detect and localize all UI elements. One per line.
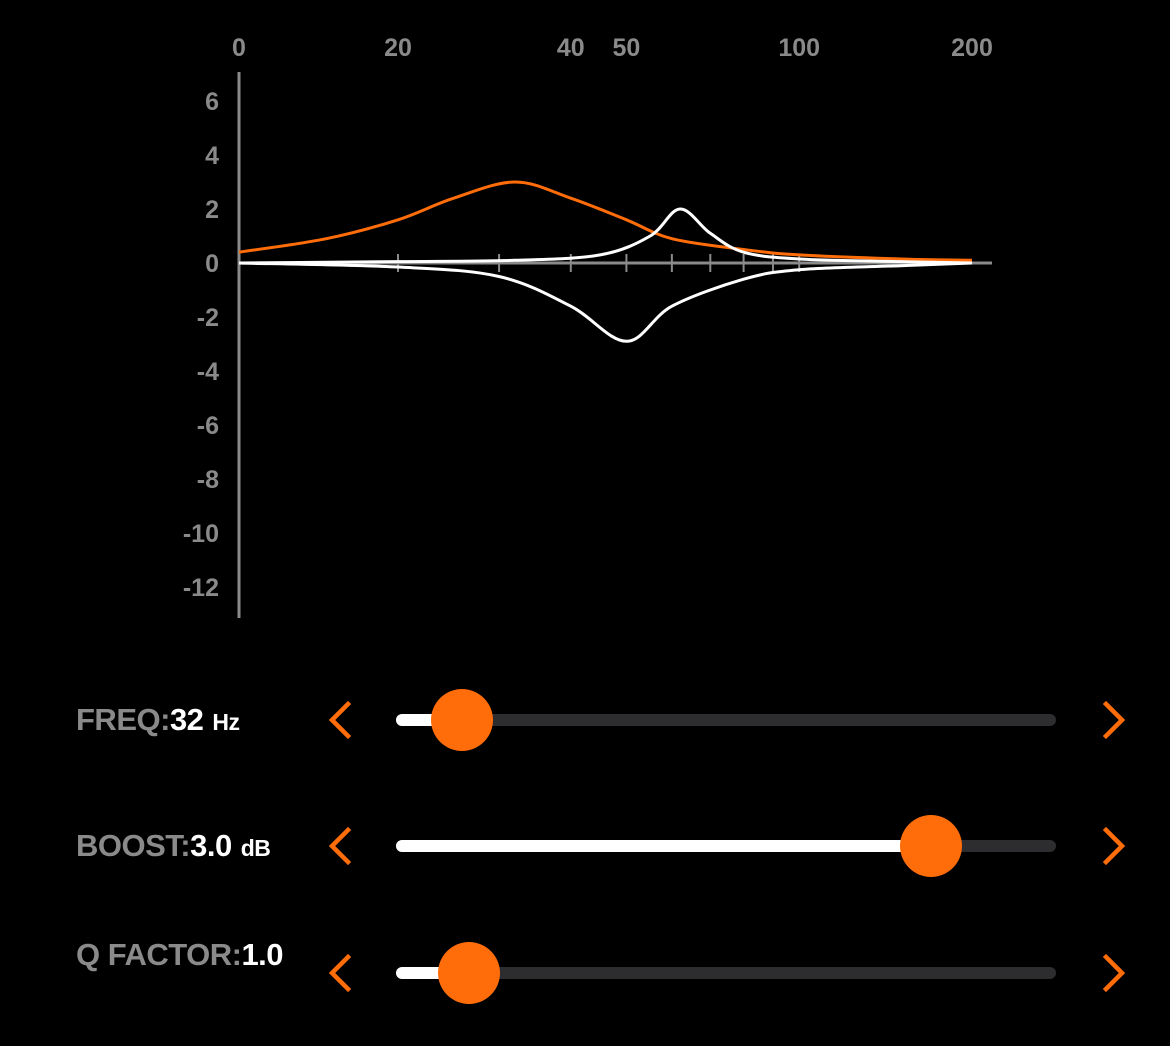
freq-increase-button[interactable]	[1092, 700, 1132, 740]
boost-slider-thumb[interactable]	[899, 815, 962, 877]
boost-control: BOOST:3.0 dB	[0, 806, 1170, 886]
q-factor-slider-thumb[interactable]	[437, 942, 500, 1004]
y-tick-label: 6	[205, 88, 219, 116]
q-factor-increase-button[interactable]	[1092, 953, 1132, 993]
y-tick-label: -2	[197, 304, 219, 332]
y-tick-label: -8	[197, 466, 219, 494]
q-factor-slider[interactable]	[396, 942, 1056, 1004]
freq-slider[interactable]	[396, 689, 1056, 751]
y-tick-label: -12	[183, 574, 219, 602]
x-tick-label: 100	[778, 34, 820, 62]
freq-label: FREQ:32 Hz	[76, 680, 240, 760]
q-factor-name: Q FACTOR:	[76, 937, 242, 972]
q-factor-value: 1.0	[241, 937, 284, 972]
freq-slider-track[interactable]	[396, 714, 1056, 726]
freq-unit: Hz	[212, 709, 240, 735]
eq-curve-2	[238, 207, 973, 265]
y-tick-label: 2	[205, 196, 219, 224]
chevron-left-icon	[328, 826, 352, 866]
q-factor-slider-track[interactable]	[396, 967, 1056, 979]
y-tick-label: -4	[197, 358, 219, 386]
freq-control: FREQ:32 Hz	[0, 680, 1170, 760]
boost-unit: dB	[240, 835, 271, 861]
y-tick-label: 0	[205, 250, 219, 278]
boost-value: 3.0	[190, 828, 232, 863]
freq-decrease-button[interactable]	[322, 700, 362, 740]
eq-curve-3	[238, 261, 973, 343]
freq-slider-thumb[interactable]	[431, 689, 493, 751]
eq-curve-1	[238, 180, 973, 262]
x-tick-label: 200	[951, 34, 993, 62]
y-tick-label: -10	[183, 520, 219, 548]
y-axis-ticks: 6 4 2 0 -2 -4 -6 -8 -10 -12	[183, 88, 219, 602]
y-tick-label: -6	[197, 412, 219, 440]
x-tick-label: 50	[613, 34, 641, 62]
x-tick-label: 40	[557, 34, 585, 62]
boost-decrease-button[interactable]	[322, 826, 362, 866]
chevron-left-icon	[328, 953, 352, 993]
chart-axes	[237, 72, 992, 618]
x-axis-ticks: 0 20 40 50 100 200	[232, 34, 993, 272]
x-tick-label: 0	[232, 34, 246, 62]
eq-curves	[238, 180, 973, 343]
boost-increase-button[interactable]	[1092, 826, 1132, 866]
boost-slider[interactable]	[396, 815, 1056, 877]
q-factor-label: Q FACTOR:1.0	[76, 915, 284, 995]
freq-value: 32	[169, 702, 204, 737]
boost-name: BOOST:	[76, 828, 191, 863]
q-factor-control: Q FACTOR:1.0	[0, 915, 1170, 1004]
y-tick-label: 4	[205, 142, 219, 170]
chevron-left-icon	[328, 700, 352, 740]
q-factor-decrease-button[interactable]	[322, 953, 362, 993]
boost-label: BOOST:3.0 dB	[76, 806, 271, 886]
chevron-right-icon	[1102, 953, 1126, 993]
freq-name: FREQ:	[76, 702, 170, 737]
x-tick-label: 20	[384, 34, 412, 62]
chevron-right-icon	[1102, 700, 1126, 740]
boost-slider-fill	[396, 840, 939, 852]
chevron-right-icon	[1102, 826, 1126, 866]
